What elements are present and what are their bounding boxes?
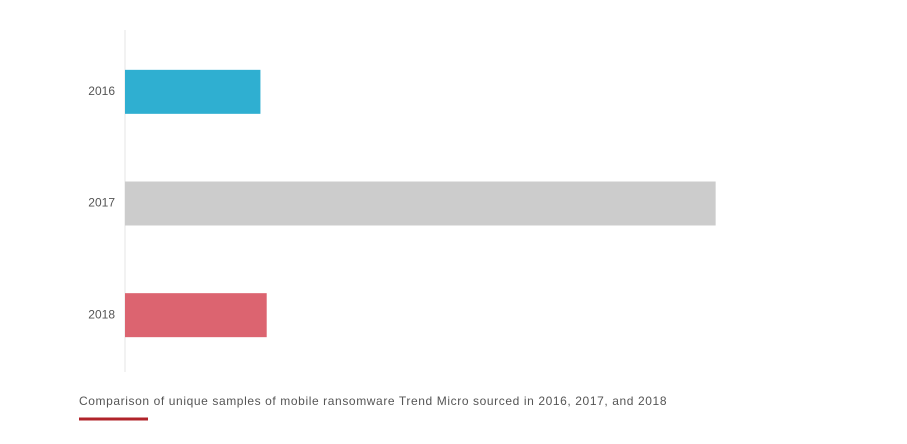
y-tick-label: 2017 xyxy=(88,196,115,210)
bar xyxy=(125,293,267,338)
bar xyxy=(125,181,716,226)
chart-caption: Comparison of unique samples of mobile r… xyxy=(79,394,667,408)
bar xyxy=(125,69,261,114)
y-tick-label: 2016 xyxy=(88,84,115,98)
caption-underline xyxy=(79,417,148,421)
y-tick-label: 2018 xyxy=(88,307,115,321)
